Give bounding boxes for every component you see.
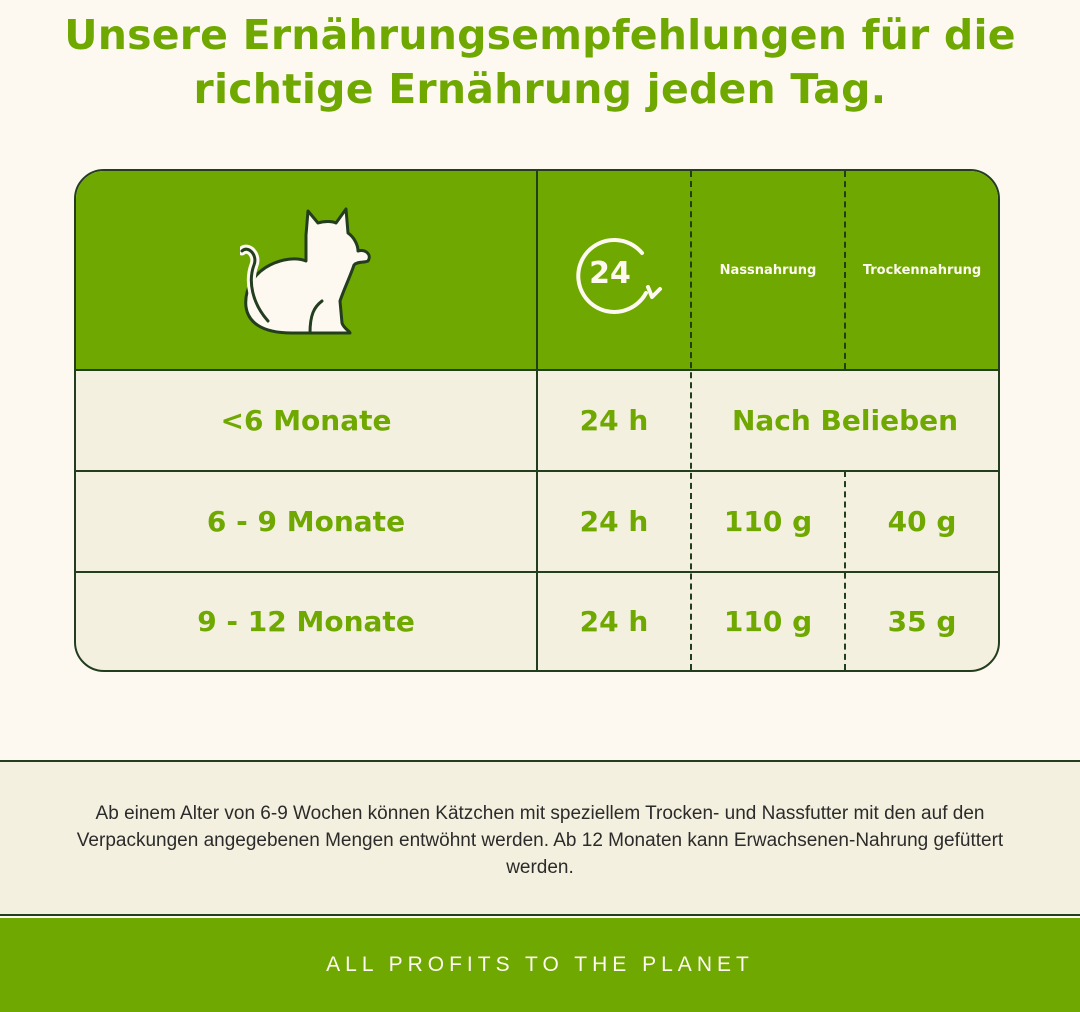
table-cell-period: 24 h	[579, 404, 649, 437]
clock-24-icon: 24	[576, 238, 662, 314]
row-divider	[76, 571, 998, 573]
table-cell-wet: 110 g	[723, 605, 813, 638]
note-section: Ab einem Alter von 6-9 Wochen können Kät…	[0, 760, 1080, 916]
column-header-wet: Nassnahrung	[719, 262, 817, 278]
table-cell-dry: 35 g	[887, 605, 957, 638]
page-title: Unsere Ernährungsempfehlungen für die ri…	[0, 8, 1080, 116]
column-divider	[536, 171, 538, 670]
clock-24-label: 24	[589, 256, 631, 291]
row-divider	[76, 470, 998, 472]
feeding-table: 24 Nassnahrung Trockennahrung <6 Monate …	[74, 169, 1000, 672]
footer-banner: ALL PROFITS TO THE PLANET	[0, 918, 1080, 1012]
cat-icon	[240, 207, 371, 335]
table-cell-period: 24 h	[579, 605, 649, 638]
column-divider-dashed-rows	[844, 471, 846, 670]
column-header-dry: Trockennahrung	[862, 262, 982, 278]
table-cell-age: 9 - 12 Monate	[197, 605, 415, 638]
table-cell-dry: 40 g	[887, 505, 957, 538]
column-divider-dashed	[690, 171, 692, 670]
table-cell-age: 6 - 9 Monate	[206, 505, 406, 538]
column-divider-dashed-header	[844, 171, 846, 369]
title-line-1: Unsere Ernährungsempfehlungen für die	[64, 11, 1016, 59]
table-cell-combined: Nach Belieben	[731, 404, 959, 437]
table-cell-period: 24 h	[579, 505, 649, 538]
note-text: Ab einem Alter von 6-9 Wochen können Kät…	[76, 803, 1004, 878]
table-cell-wet: 110 g	[723, 505, 813, 538]
table-cell-age: <6 Monate	[220, 404, 392, 437]
title-line-2: richtige Ernährung jeden Tag.	[193, 65, 887, 113]
footer-text: ALL PROFITS TO THE PLANET	[326, 953, 754, 976]
